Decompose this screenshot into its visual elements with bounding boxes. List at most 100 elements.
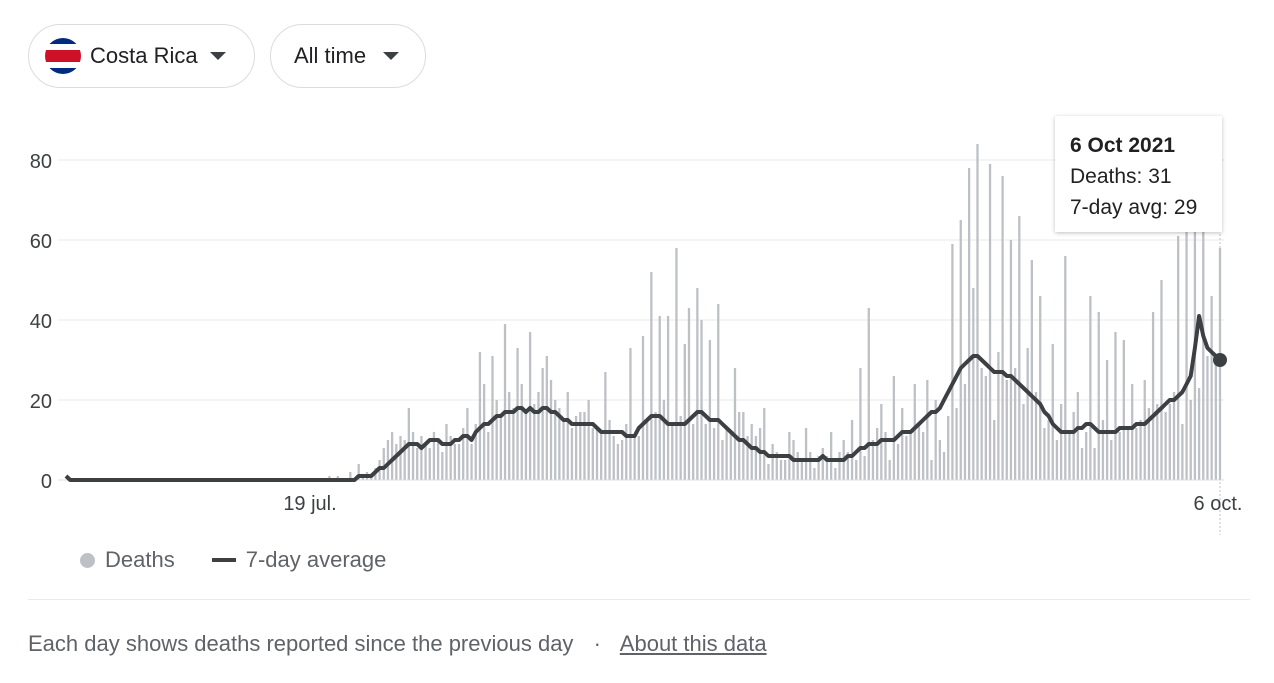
bar — [1210, 296, 1213, 480]
bar — [1122, 340, 1125, 480]
y-tick-label: 20 — [30, 391, 52, 413]
highlight-marker — [1213, 353, 1227, 367]
bar — [767, 464, 770, 480]
y-tick-label: 40 — [30, 311, 52, 333]
bar — [1064, 256, 1067, 480]
bar — [474, 424, 477, 480]
bar — [646, 420, 649, 480]
bar — [1131, 384, 1134, 480]
flag-stripe-top — [45, 38, 81, 44]
bar — [508, 392, 511, 480]
bar — [984, 376, 988, 480]
bar — [595, 428, 599, 480]
bar — [591, 428, 594, 480]
tooltip-deaths: Deaths: 31 — [1070, 165, 1172, 188]
bar — [1055, 440, 1059, 480]
bar — [917, 424, 921, 480]
tooltip-average: 7-day avg: 29 — [1070, 196, 1198, 219]
bar — [763, 408, 766, 480]
bar — [554, 400, 557, 480]
bar — [708, 340, 712, 480]
bar — [717, 304, 720, 480]
chart-tooltip: 6 Oct 2021 Deaths: 31 7-day avg: 29 — [1055, 116, 1222, 232]
bar — [938, 440, 942, 480]
legend-deaths: Deaths — [80, 547, 175, 573]
bar — [1172, 392, 1176, 480]
bar — [633, 436, 636, 480]
bar — [675, 248, 678, 480]
bar — [1143, 380, 1146, 480]
bar — [641, 336, 645, 480]
bar — [495, 400, 498, 480]
bar — [825, 456, 829, 480]
bar — [1080, 448, 1084, 480]
bar — [1013, 368, 1017, 480]
bar — [662, 400, 666, 480]
bar — [549, 380, 553, 480]
bar — [959, 220, 962, 480]
country-selector[interactable]: Costa Rica — [28, 24, 255, 88]
bar — [470, 444, 473, 480]
bar — [1030, 260, 1033, 480]
bar — [834, 468, 837, 480]
bar — [545, 356, 548, 480]
deaths-chart[interactable]: 0 20 40 60 80 19 jul. 6 oct. — [0, 0, 1274, 540]
bar — [671, 424, 674, 480]
bar — [420, 436, 423, 480]
bar — [1118, 432, 1121, 480]
bar — [859, 368, 862, 480]
about-data-link[interactable]: About this data — [619, 631, 767, 656]
bar — [629, 348, 632, 480]
x-tick-label: 19 jul. — [283, 493, 336, 515]
bar — [382, 448, 385, 480]
bar — [972, 288, 975, 480]
bar — [980, 368, 983, 480]
bar — [432, 432, 436, 480]
bar — [771, 444, 774, 480]
bar — [750, 424, 753, 480]
bar — [399, 436, 402, 480]
bar — [871, 440, 875, 480]
dropdown-arrow-icon — [383, 52, 399, 60]
bar — [896, 444, 900, 480]
time-range-selector[interactable]: All time — [270, 24, 426, 88]
bar — [579, 412, 582, 480]
bar — [436, 440, 440, 480]
bar — [441, 452, 444, 480]
bar — [608, 420, 611, 480]
costa-rica-flag-icon — [45, 38, 81, 74]
bar — [478, 352, 482, 480]
footer-note: Each day shows deaths reported since the… — [28, 631, 574, 656]
bar — [905, 436, 908, 480]
bar — [654, 412, 657, 480]
bar — [830, 432, 833, 480]
bar — [1005, 380, 1008, 480]
bar — [1085, 432, 1088, 480]
legend-average-label: 7-day average — [245, 547, 387, 572]
bar — [809, 452, 812, 480]
bar — [704, 424, 707, 480]
bar — [1197, 388, 1201, 480]
bar — [658, 316, 661, 480]
bar — [637, 436, 640, 480]
bar — [1168, 404, 1171, 480]
bar — [1043, 428, 1046, 480]
flag-stripe-middle — [45, 50, 81, 62]
bar — [683, 344, 686, 480]
bar — [838, 452, 841, 480]
bar — [846, 452, 850, 480]
legend-deaths-label: Deaths — [105, 547, 175, 572]
bar — [541, 368, 544, 480]
bar — [821, 448, 824, 480]
bar — [1114, 332, 1117, 480]
bar — [679, 416, 682, 480]
bar — [395, 444, 398, 480]
bar — [1110, 440, 1113, 480]
y-tick-label: 60 — [30, 231, 52, 253]
bar — [1206, 356, 1209, 480]
bar — [1181, 424, 1184, 480]
bar — [1185, 216, 1188, 480]
bar — [700, 320, 703, 480]
bar — [604, 372, 607, 480]
bar — [1160, 280, 1163, 480]
